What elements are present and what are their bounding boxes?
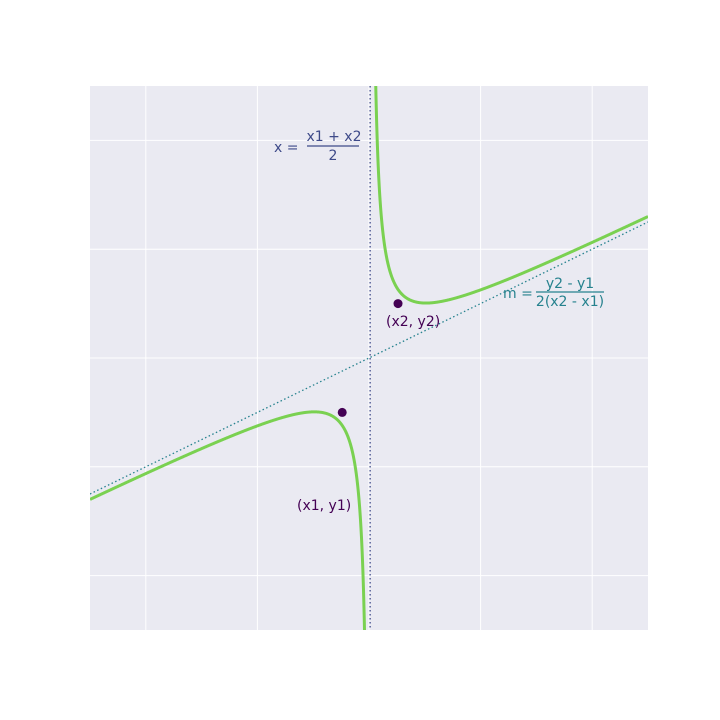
point-label-x2-y2: (x2, y2)	[386, 314, 440, 330]
asymptote-formula-denominator: 2	[329, 148, 338, 164]
slope-formula-lhs: m =	[503, 286, 533, 302]
slope-formula-denominator: 2(x2 - x1)	[536, 294, 604, 310]
asymptote-formula-numerator: x1 + x2	[306, 129, 361, 145]
slope-formula-numerator: y2 - y1	[546, 276, 594, 292]
point-label-x1-y1: (x1, y1)	[297, 498, 351, 514]
point-x1-y1	[338, 408, 347, 417]
asymptote-formula-lhs: x =	[274, 140, 298, 156]
point-x2-y2	[394, 299, 403, 308]
